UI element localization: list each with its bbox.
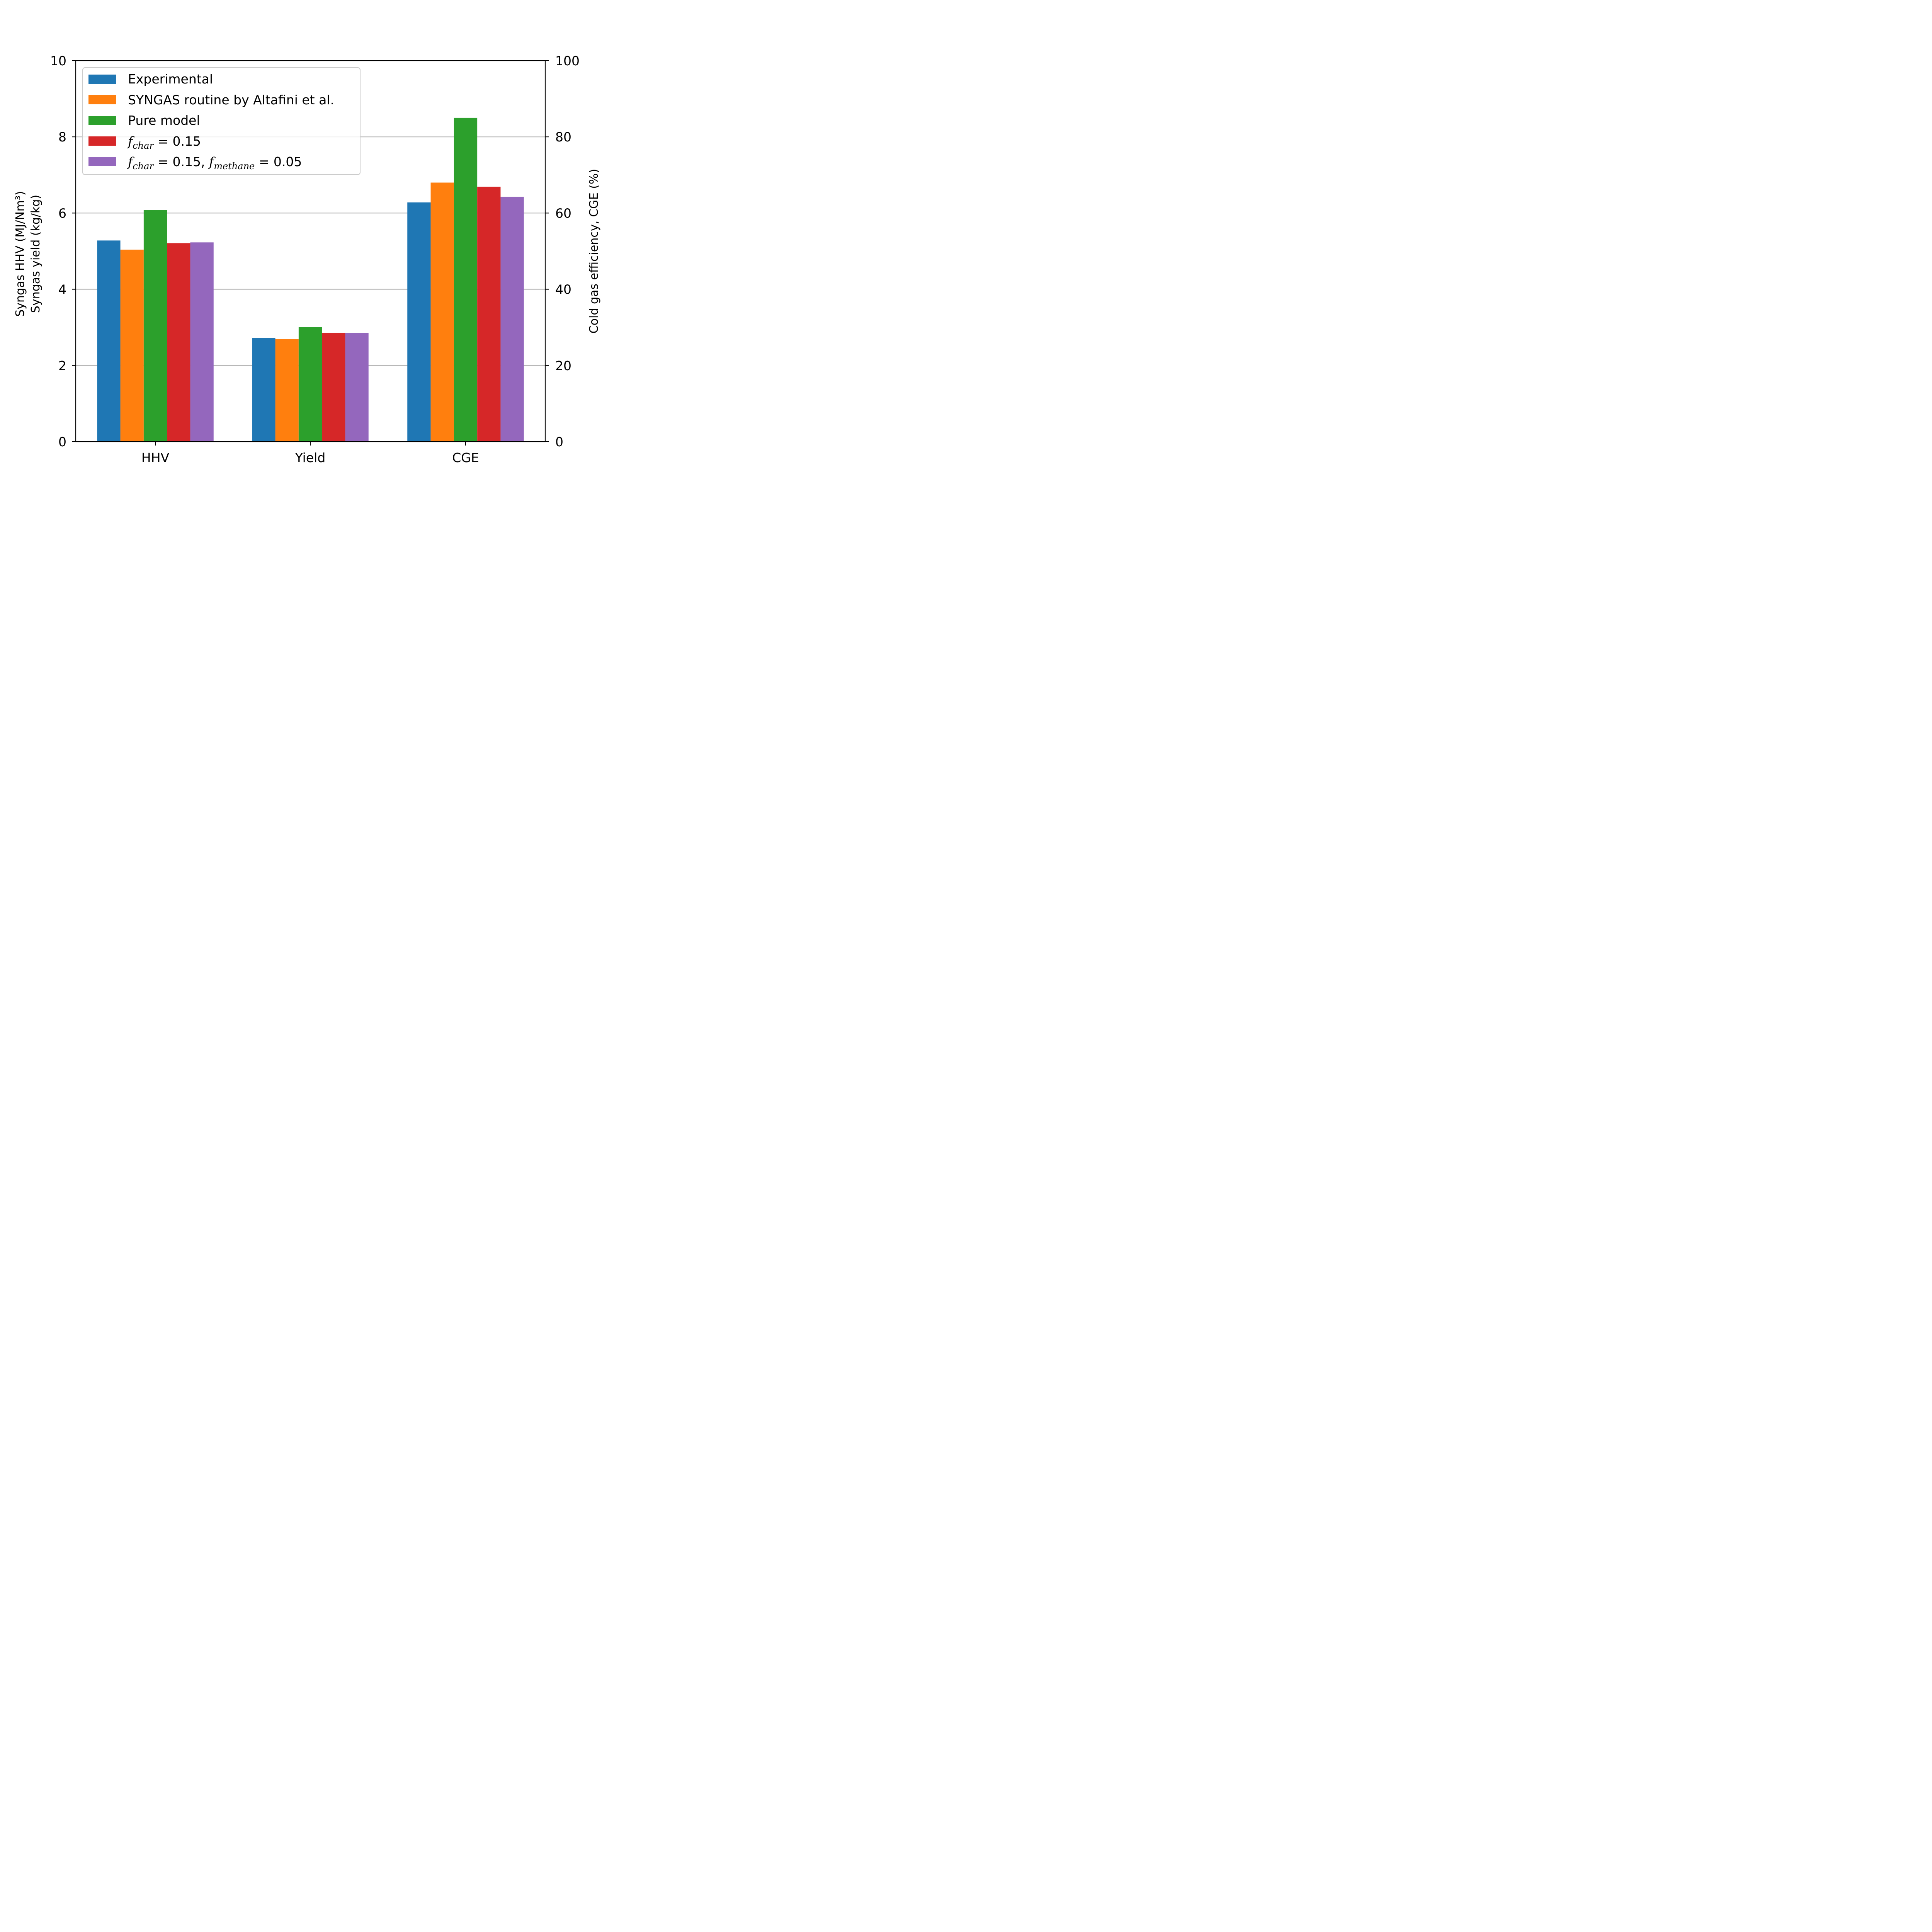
legend-swatch-experimental: [88, 75, 116, 84]
bar: [454, 117, 478, 442]
bar: [190, 242, 214, 442]
left-tick-label: 8: [58, 129, 66, 145]
legend-box: [82, 67, 361, 175]
bar: [322, 333, 345, 442]
left-axis-label-line2: Syngas yield (kg/kg): [29, 195, 43, 313]
legend-swatch-fchar: [88, 136, 116, 146]
bar: [430, 182, 454, 442]
legend-swatch-pure-model: [88, 116, 116, 125]
bar: [167, 243, 190, 442]
bars: [97, 117, 524, 442]
left-tick-label: 0: [58, 434, 66, 449]
right-tick-label: 0: [555, 434, 563, 449]
bar: [407, 202, 431, 442]
bar: [477, 187, 501, 442]
legend-swatch-syngas-routine: [88, 95, 116, 104]
legend-swatch-fchar-fmethane: [88, 157, 116, 166]
bar: [298, 327, 322, 442]
bar: [345, 333, 369, 442]
legend-label-pure-model: Pure model: [128, 113, 200, 128]
right-axis-label: Cold gas efficiency, CGE (%): [587, 169, 601, 334]
right-tick-label: 60: [555, 206, 571, 221]
right-tick-label: 40: [555, 282, 571, 297]
bar: [275, 339, 299, 442]
x-tick-label: HHV: [141, 450, 170, 465]
legend-label-fchar-fmethane: fchar = 0.15, fmethane = 0.05: [127, 154, 302, 172]
right-tick-label: 100: [555, 53, 580, 68]
legend: Experimental SYNGAS routine by Altafini …: [82, 67, 361, 175]
left-tick-label: 4: [58, 282, 66, 297]
legend-label-experimental: Experimental: [128, 71, 213, 87]
left-tick-label: 6: [58, 206, 66, 221]
left-axis-label-line1: Syngas HHV (MJ/Nm³): [14, 191, 27, 317]
left-tick-label: 2: [58, 358, 66, 373]
left-tick-label: 10: [50, 53, 66, 68]
bar: [143, 210, 167, 442]
right-tick-label: 20: [555, 358, 571, 373]
bar: [97, 240, 121, 442]
legend-label-fchar: fchar = 0.15: [127, 134, 201, 151]
x-tick-label: Yield: [295, 450, 326, 465]
bar: [500, 197, 524, 442]
bar: [120, 250, 144, 442]
bar: [252, 338, 276, 442]
legend-label-syngas-routine: SYNGAS routine by Altafini et al.: [128, 92, 334, 107]
right-tick-label: 80: [555, 129, 571, 145]
x-tick-label: CGE: [452, 450, 479, 465]
